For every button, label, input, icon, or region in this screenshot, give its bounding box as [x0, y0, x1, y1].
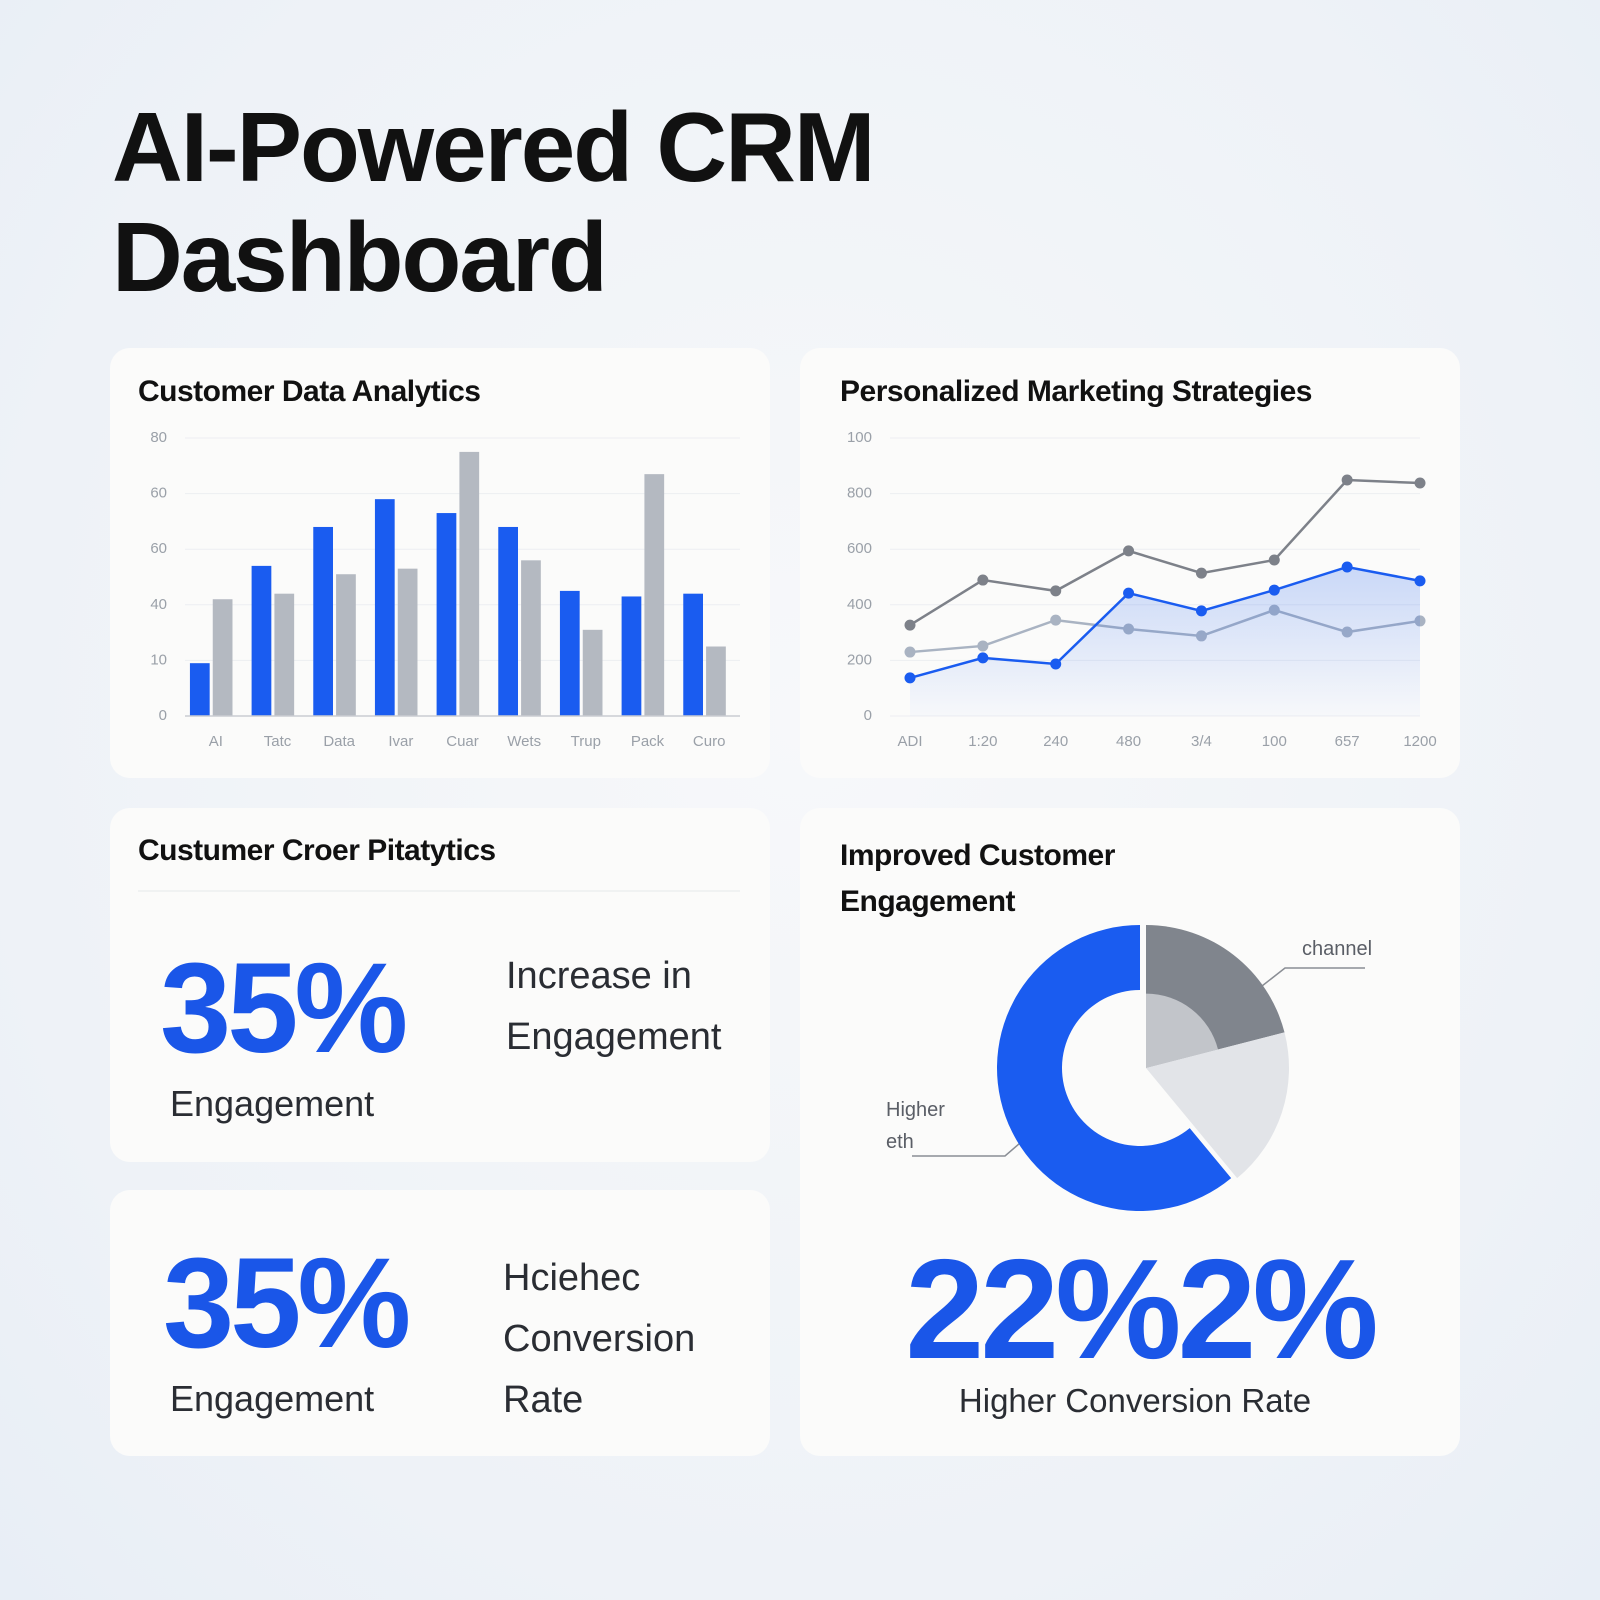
y-tick-label: 400 [847, 596, 872, 613]
x-tick-label: 657 [1335, 733, 1360, 750]
line [909, 565, 1421, 680]
bar [683, 593, 703, 716]
y-tick-label: 0 [864, 707, 872, 724]
stat-value: 35% [163, 1232, 411, 1375]
point [1341, 561, 1353, 573]
x-tick-label: Ivar [388, 733, 413, 750]
card [110, 1190, 770, 1456]
point [1195, 567, 1207, 579]
y-tick-label: 60 [150, 540, 167, 557]
bar [212, 599, 233, 716]
point [1341, 474, 1353, 486]
card [110, 808, 770, 1162]
x-tick-label: Curo [693, 733, 726, 750]
point [1050, 658, 1062, 670]
point [1268, 584, 1280, 596]
point [1123, 545, 1135, 557]
bar [336, 574, 356, 716]
x-tick-label: Pack [631, 733, 665, 750]
y-tick-label: 80 [150, 429, 167, 446]
x-tick-label: AI [209, 733, 223, 750]
x-tick-label: 240 [1043, 733, 1068, 750]
point [1050, 585, 1062, 597]
annotation: Higher eth [886, 1099, 945, 1153]
bar [559, 590, 580, 716]
x-tick-label: 100 [1262, 733, 1287, 750]
y-tick-label: 600 [847, 540, 872, 557]
x-tick-label: 1200 [1403, 733, 1436, 750]
bar [644, 474, 665, 716]
leader-line [912, 1142, 1021, 1157]
x-tick-label: Data [323, 733, 355, 750]
y-tick-label: 0 [159, 707, 167, 724]
bar [521, 560, 541, 716]
bar [397, 568, 418, 716]
bar [436, 513, 457, 716]
point [1050, 614, 1062, 626]
y-tick-label: 800 [847, 485, 872, 502]
bar [274, 593, 295, 716]
x-tick-label: ADI [897, 733, 922, 750]
point [904, 646, 916, 658]
stat-description: Increase in Engagement [506, 955, 722, 1058]
x-tick-label: Tatc [264, 733, 292, 750]
point [1414, 575, 1426, 587]
point [904, 619, 916, 631]
x-tick-label: Cuar [446, 733, 479, 750]
point [977, 652, 989, 664]
x-tick-label: 1:20 [968, 733, 997, 750]
point [977, 574, 989, 586]
card [800, 808, 1460, 1456]
x-tick-label: Trup [571, 733, 601, 750]
line [909, 478, 1421, 627]
point [1195, 605, 1207, 617]
bar [459, 451, 480, 716]
bar [621, 596, 642, 716]
x-tick-label: 480 [1116, 733, 1141, 750]
annotation: channel [1302, 938, 1373, 960]
bar [374, 499, 395, 716]
point [904, 672, 916, 684]
area [910, 566, 1420, 716]
bar [313, 526, 333, 716]
stat-value: 35% [160, 937, 408, 1080]
point [1123, 587, 1135, 599]
page-title: AI-Powered CRM Dashboard [112, 92, 876, 312]
bar [189, 663, 210, 716]
card-title: Custumer Croer Pitatytics [138, 834, 496, 867]
bar [582, 629, 603, 716]
y-tick-label: 100 [847, 429, 872, 446]
y-tick-label: 60 [150, 485, 167, 502]
bar [251, 565, 272, 716]
bar [498, 526, 518, 716]
stat-description: Hciehec Conversion Rate [503, 1257, 696, 1421]
y-tick-label: 40 [150, 596, 167, 613]
y-tick-label: 10 [150, 651, 167, 668]
point [1268, 554, 1280, 566]
stat-caption: Engagement [170, 1083, 375, 1124]
point [1414, 477, 1426, 489]
pie-segment [1146, 1032, 1289, 1179]
stat-caption: Engagement [170, 1378, 375, 1419]
inner-shade [1146, 993, 1219, 1068]
chart-title: Customer Data Analytics [138, 375, 481, 408]
pie-segment [996, 925, 1232, 1212]
point [977, 640, 989, 652]
chart-title: Personalized Marketing Strategies [840, 375, 1313, 408]
y-tick-label: 200 [847, 651, 872, 668]
highlight-value: 22%2% [905, 1230, 1378, 1389]
bar [706, 646, 726, 716]
x-tick-label: Wets [507, 733, 541, 750]
highlight-caption: Higher Conversion Rate [958, 1382, 1312, 1419]
leader-line [1261, 967, 1365, 987]
x-tick-label: 3/4 [1191, 733, 1212, 750]
chart-title: Improved Customer Engagement [840, 839, 1115, 918]
